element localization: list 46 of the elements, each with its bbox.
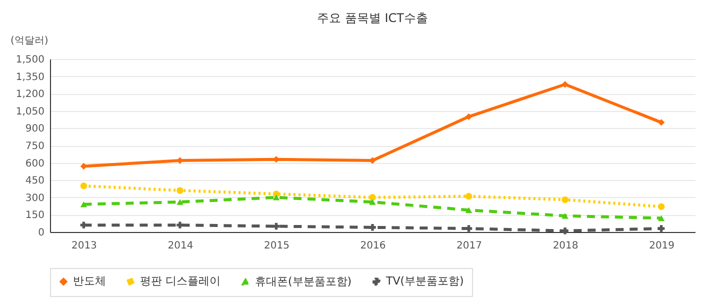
y-tick-label: 900 bbox=[25, 124, 44, 135]
point bbox=[658, 225, 665, 232]
y-tick-label: 1,500 bbox=[16, 54, 44, 66]
legend-label: TV(부분품포함) bbox=[385, 274, 464, 288]
point bbox=[658, 203, 665, 210]
y-tick-label: 750 bbox=[25, 141, 44, 152]
chart-title: 주요 품목별 ICT수출 bbox=[317, 11, 428, 25]
y-tick-label: 150 bbox=[25, 210, 44, 222]
x-tick-label: 2018 bbox=[552, 240, 578, 252]
legend-label: 휴대폰(부분품포함) bbox=[255, 274, 352, 288]
point bbox=[658, 119, 665, 126]
y-axis-title: (억달러) bbox=[10, 36, 48, 46]
point bbox=[562, 227, 568, 234]
point bbox=[562, 212, 568, 219]
legend-label: 평판 디스플레이 bbox=[140, 274, 220, 288]
y-tick-label: 300 bbox=[25, 192, 44, 204]
point bbox=[369, 224, 376, 231]
point bbox=[465, 207, 472, 213]
point bbox=[176, 222, 184, 228]
x-tick-label: 2015 bbox=[264, 240, 290, 252]
point bbox=[272, 194, 280, 200]
point bbox=[465, 192, 472, 200]
y-tick-label: 1,350 bbox=[16, 72, 44, 83]
point bbox=[369, 199, 376, 205]
point bbox=[176, 199, 184, 205]
x-tick-label: 2017 bbox=[456, 240, 482, 252]
y-tick-label: 1,050 bbox=[16, 106, 44, 118]
point bbox=[80, 182, 88, 190]
point bbox=[465, 113, 472, 120]
point bbox=[80, 201, 88, 208]
point bbox=[176, 187, 184, 194]
point bbox=[562, 81, 568, 88]
point bbox=[80, 222, 88, 228]
x-tick-label: 2013 bbox=[71, 240, 97, 252]
y-tick-label: 600 bbox=[25, 158, 44, 170]
y-tick-label: 450 bbox=[25, 176, 44, 187]
point bbox=[272, 222, 280, 230]
x-tick-label: 2014 bbox=[168, 240, 194, 252]
x-tick-label: 2016 bbox=[360, 240, 386, 252]
y-tick-label: 0 bbox=[38, 228, 44, 238]
x-tick-label: 2019 bbox=[649, 240, 675, 252]
y-tick-label: 1,200 bbox=[16, 89, 44, 100]
point bbox=[369, 194, 376, 201]
point bbox=[562, 196, 568, 204]
point bbox=[658, 215, 665, 222]
legend-label: 반도체 bbox=[73, 274, 106, 288]
